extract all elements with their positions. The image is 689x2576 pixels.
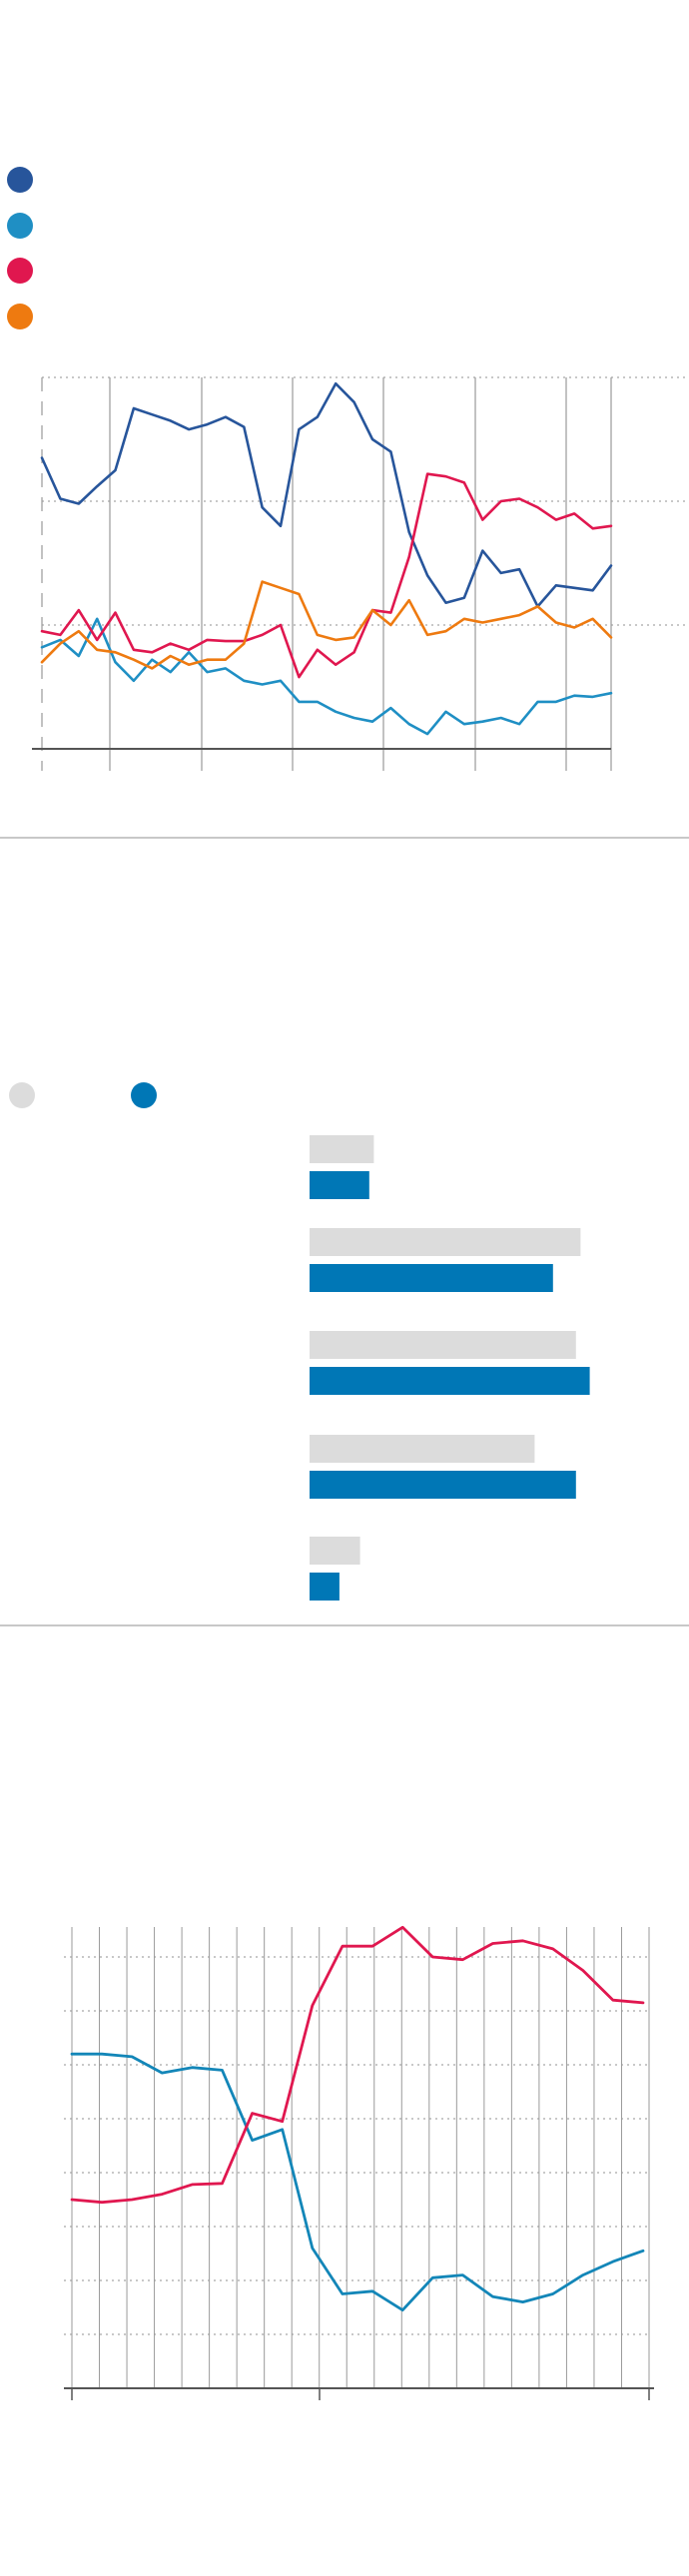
series-line-2 xyxy=(70,1925,645,2205)
legend-dot-3 xyxy=(7,258,33,284)
bar-blue-2 xyxy=(310,1264,553,1292)
bar-blue-4 xyxy=(310,1471,576,1499)
bar-gray-5 xyxy=(310,1537,360,1565)
chart-3-panel xyxy=(0,1627,689,2576)
bar-gray-3 xyxy=(310,1331,576,1359)
chart-2-panel xyxy=(0,839,689,1627)
chart-1-panel xyxy=(0,0,689,839)
legend-dot-blue xyxy=(131,1082,157,1108)
legend-dot-gray xyxy=(9,1082,35,1108)
series-line-3 xyxy=(40,472,613,679)
series-line-1 xyxy=(40,381,613,608)
series-line-1 xyxy=(70,2052,645,2312)
bar-blue-5 xyxy=(310,1573,340,1601)
line-chart-3 xyxy=(64,1925,654,2400)
bar-blue-3 xyxy=(310,1367,590,1395)
bar-chart-2 xyxy=(310,1135,590,1601)
series-line-2 xyxy=(40,617,613,736)
bar-gray-2 xyxy=(310,1228,581,1256)
bar-gray-1 xyxy=(310,1135,374,1163)
legend-dot-2 xyxy=(7,213,33,239)
bar-blue-1 xyxy=(310,1171,369,1199)
bar-gray-4 xyxy=(310,1435,535,1463)
section-divider-2 xyxy=(0,1624,689,1626)
legend-dot-4 xyxy=(7,304,33,329)
series-line-4 xyxy=(40,580,613,670)
line-chart-1 xyxy=(32,376,689,771)
section-divider-1 xyxy=(0,837,689,839)
legend-dot-1 xyxy=(7,167,33,193)
